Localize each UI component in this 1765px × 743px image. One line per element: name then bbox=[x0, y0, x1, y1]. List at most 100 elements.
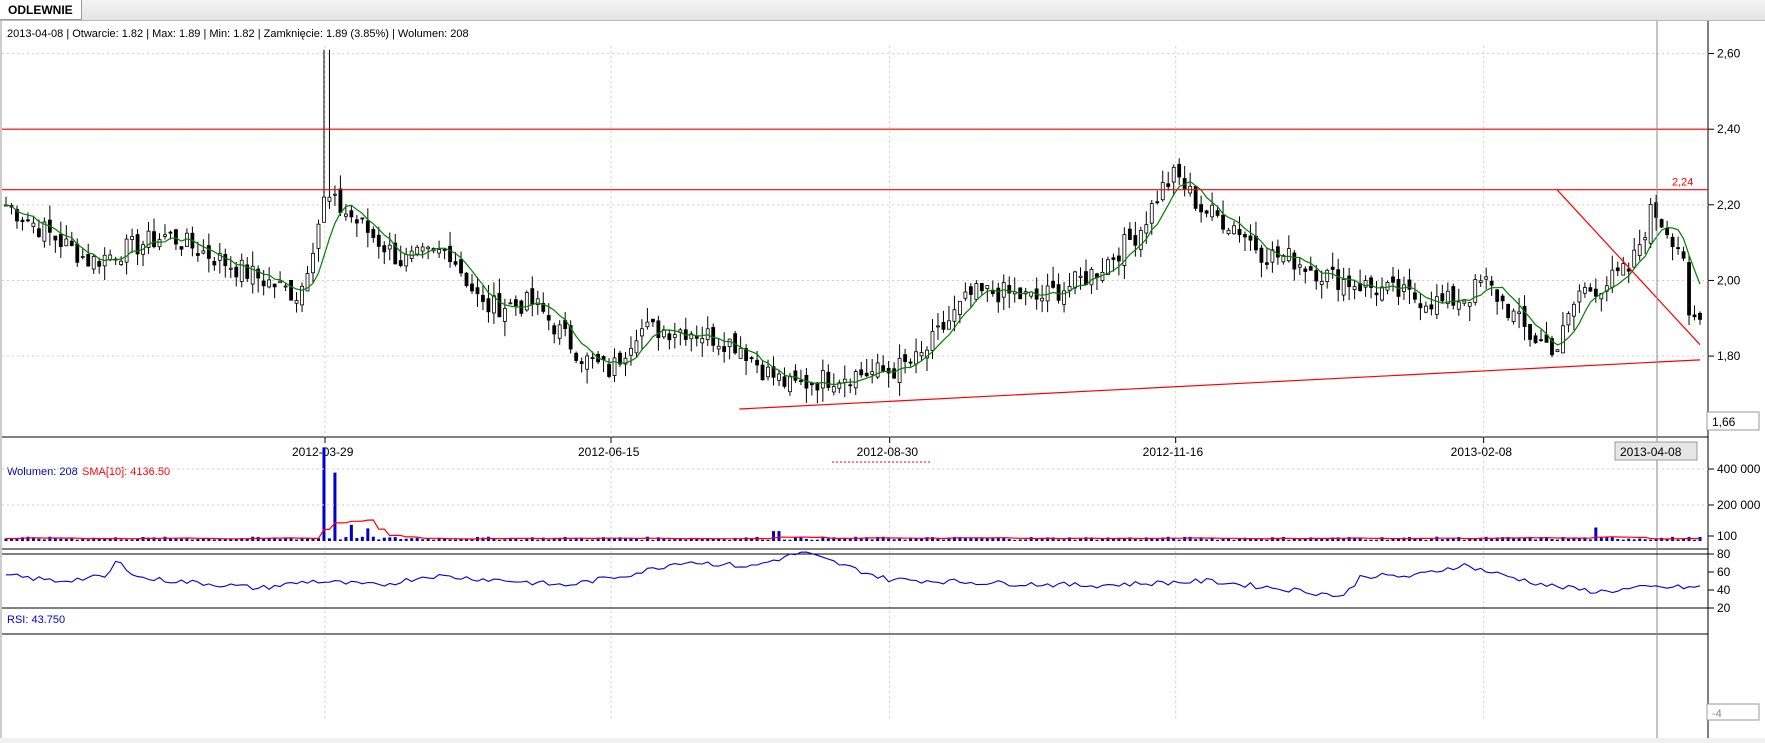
volume-bar bbox=[1150, 538, 1154, 541]
volume-bar bbox=[717, 538, 721, 541]
chart-svg[interactable]: 2013-04-08 | Otwarcie: 1.82 | Max: 1.89 … bbox=[0, 21, 1765, 738]
volume-bar bbox=[262, 538, 266, 541]
candle-body bbox=[201, 250, 206, 254]
volume-bar bbox=[147, 537, 151, 541]
volume-bar bbox=[119, 539, 123, 541]
resistance-trendline[interactable] bbox=[1556, 189, 1701, 346]
candle-body bbox=[568, 325, 573, 350]
volume-bar bbox=[739, 539, 743, 541]
volume-bar bbox=[234, 538, 238, 541]
volume-bar bbox=[53, 538, 57, 541]
chart-canvas[interactable]: 2013-04-08 | Otwarcie: 1.82 | Max: 1.89 … bbox=[0, 21, 1765, 738]
candle-body bbox=[848, 384, 853, 387]
candle-body bbox=[294, 300, 299, 304]
candle-body bbox=[618, 352, 622, 365]
volume-bar bbox=[1024, 539, 1028, 541]
volume-bar bbox=[1468, 539, 1472, 541]
candle-body bbox=[1528, 323, 1532, 340]
volume-bar bbox=[1232, 539, 1236, 541]
candle-body bbox=[1089, 268, 1094, 286]
candle-body bbox=[705, 328, 710, 340]
candle-body bbox=[535, 298, 540, 305]
volume-bar bbox=[530, 537, 534, 541]
volume-bar bbox=[9, 538, 13, 541]
volume-bar bbox=[887, 538, 891, 541]
volume-bar bbox=[1089, 537, 1093, 541]
candle-body bbox=[1423, 305, 1428, 313]
volume-bar bbox=[459, 538, 463, 541]
volume-bar bbox=[37, 538, 41, 541]
candle-body bbox=[1555, 349, 1560, 353]
candle-body bbox=[404, 254, 409, 267]
volume-bar bbox=[15, 538, 19, 541]
volume-bar bbox=[421, 539, 425, 541]
candle-body bbox=[1522, 306, 1527, 327]
volume-bar bbox=[1062, 539, 1066, 541]
candle-body bbox=[771, 366, 776, 378]
candle-body bbox=[585, 355, 590, 370]
volume-bar bbox=[48, 536, 52, 541]
candle-body bbox=[453, 261, 458, 265]
candle-body bbox=[437, 249, 441, 254]
volume-bar bbox=[640, 539, 644, 541]
volume-bar bbox=[777, 531, 781, 541]
support-trendline[interactable] bbox=[739, 359, 1701, 410]
volume-bar bbox=[903, 539, 907, 541]
volume-bar bbox=[1325, 538, 1329, 541]
volume-bar bbox=[1550, 538, 1554, 541]
candle-body bbox=[365, 220, 370, 233]
candle-body bbox=[42, 221, 47, 242]
volume-bar bbox=[306, 538, 310, 541]
candle-body bbox=[1676, 247, 1680, 250]
candle-body bbox=[387, 244, 392, 250]
candle-body bbox=[343, 213, 348, 217]
candle-body bbox=[135, 234, 140, 255]
volume-bar bbox=[1561, 537, 1565, 541]
candle-body bbox=[1610, 269, 1615, 288]
volume-bar bbox=[1643, 539, 1647, 541]
candle-body bbox=[174, 229, 178, 245]
candle-body bbox=[470, 283, 474, 292]
volume-bar bbox=[585, 539, 589, 541]
candle-body bbox=[1429, 304, 1434, 310]
volume-bar bbox=[267, 538, 271, 541]
rsi-line bbox=[6, 551, 1701, 597]
volume-bar bbox=[1539, 537, 1543, 541]
volume-sma-line bbox=[6, 519, 1701, 540]
volume-bar bbox=[1364, 539, 1368, 541]
volume-bar bbox=[75, 539, 79, 541]
candle-body bbox=[837, 382, 842, 389]
candle-body bbox=[947, 320, 951, 330]
volume-bar bbox=[1210, 537, 1214, 541]
candle-body bbox=[157, 239, 162, 248]
volume-bar bbox=[618, 537, 622, 541]
candle-body bbox=[749, 357, 754, 360]
candle-body bbox=[1100, 271, 1105, 281]
volume-bar bbox=[1583, 537, 1587, 541]
candle-body bbox=[376, 234, 381, 247]
volume-bar bbox=[152, 537, 156, 541]
candle-body bbox=[1281, 255, 1286, 263]
volume-bar bbox=[349, 524, 353, 541]
candle-body bbox=[382, 245, 387, 253]
volume-bar bbox=[804, 538, 808, 541]
tab-odlewnie[interactable]: ODLEWNIE bbox=[0, 0, 82, 20]
volume-bar bbox=[1133, 539, 1137, 541]
volume-bar bbox=[289, 538, 293, 541]
volume-bar bbox=[909, 537, 913, 541]
volume-bar bbox=[1375, 539, 1379, 541]
volume-bar bbox=[958, 537, 962, 541]
volume-bar bbox=[985, 537, 989, 541]
volume-bar bbox=[980, 537, 984, 541]
candle-body bbox=[1440, 293, 1445, 302]
candle-body bbox=[1056, 284, 1061, 301]
volume-bar bbox=[1298, 539, 1302, 541]
volume-bar bbox=[1265, 539, 1269, 541]
volume-bar bbox=[1528, 536, 1532, 541]
volume-bar bbox=[1616, 539, 1620, 541]
volume-bar bbox=[1117, 537, 1121, 541]
volume-bar bbox=[443, 538, 447, 541]
candle-body bbox=[1577, 290, 1582, 303]
candle-body bbox=[897, 357, 902, 383]
candle-body bbox=[809, 382, 814, 386]
